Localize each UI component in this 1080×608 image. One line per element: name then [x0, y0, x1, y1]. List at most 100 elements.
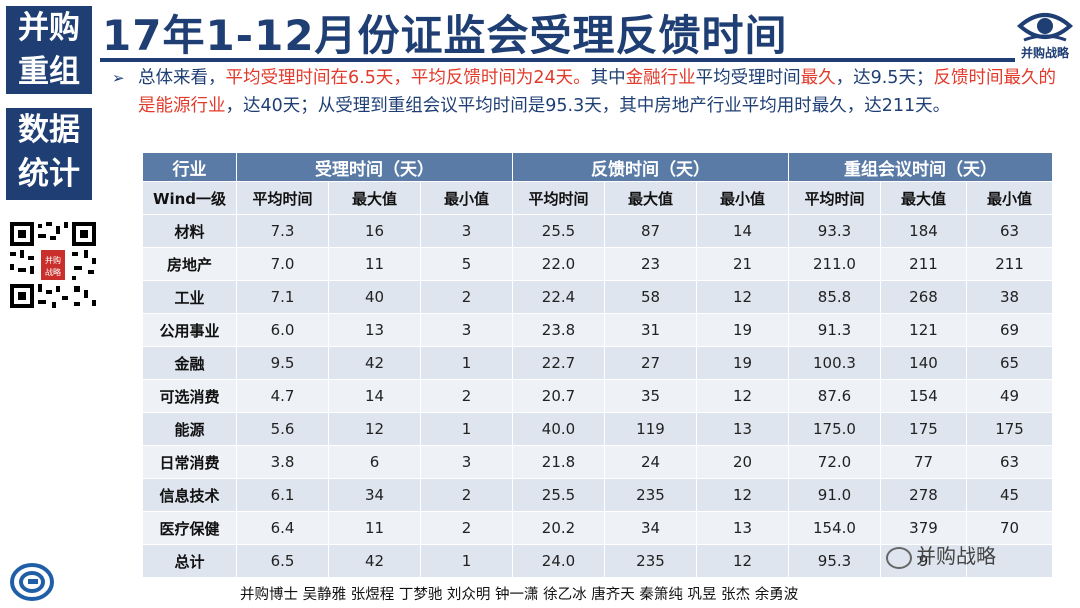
industry-cell: 能源: [142, 412, 237, 446]
value-cell: 20.7: [512, 379, 605, 413]
summary-highlight: 最久: [800, 68, 836, 88]
sidebar-title-line: 并购: [18, 10, 80, 46]
value-cell: 7.0: [236, 247, 329, 281]
value-cell: 2: [420, 511, 513, 545]
value-cell: 21: [696, 247, 789, 281]
qr-code-icon: 并购 战略: [8, 220, 98, 310]
value-cell: 34: [328, 478, 421, 512]
value-cell: 85.8: [788, 280, 881, 314]
value-cell: 93.3: [788, 214, 881, 248]
value-cell: 19: [696, 346, 789, 380]
value-cell: 11: [328, 247, 421, 281]
value-cell: 3: [420, 214, 513, 248]
value-cell: 12: [696, 379, 789, 413]
summary-text: 总体来看，: [138, 68, 226, 88]
table-row: 工业 7.1 40 2 22.4 58 12 85.8 268 38: [142, 280, 1054, 314]
value-cell: 3: [420, 445, 513, 479]
value-cell: 6: [328, 445, 421, 479]
subheader-cell: 最小值: [965, 181, 1054, 215]
sidebar-section-line: 数据: [18, 112, 80, 148]
value-cell: 184: [880, 214, 967, 248]
review-time-table: 行业 受理时间（天） 反馈时间（天） 重组会议时间（天） Wind一级 平均时间…: [142, 152, 1054, 578]
value-cell: 2: [420, 280, 513, 314]
subheader-cell: 最大值: [328, 181, 421, 215]
wechat-watermark: 并购战略: [886, 540, 996, 569]
value-cell: 175: [965, 412, 1054, 446]
industry-cell: 公用事业: [142, 313, 237, 347]
value-cell: 34: [604, 511, 697, 545]
svg-text:并购: 并购: [45, 255, 61, 265]
value-cell: 1: [420, 544, 513, 578]
summary-highlight: 反馈时间最久的是能源行业: [138, 68, 1056, 116]
table-row: 房地产 7.0 11 5 22.0 23 21 211.0 211 211: [142, 247, 1054, 281]
value-cell: 211: [965, 247, 1054, 281]
subheader-cell: 最大值: [604, 181, 697, 215]
value-cell: 58: [604, 280, 697, 314]
value-cell: 268: [880, 280, 967, 314]
subheader-cell: 平均时间: [236, 181, 329, 215]
wechat-icon: [886, 546, 912, 569]
value-cell: 22.0: [512, 247, 605, 281]
sidebar-title-line: 重组: [18, 54, 80, 90]
table-row: 公用事业 6.0 13 3 23.8 31 19 91.3 121 69: [142, 313, 1054, 347]
title-underline: [100, 58, 1015, 62]
value-cell: 2: [420, 379, 513, 413]
value-cell: 14: [696, 214, 789, 248]
summary-highlight: 金融行业: [625, 68, 696, 88]
value-cell: 42: [328, 346, 421, 380]
value-cell: 25.5: [512, 478, 605, 512]
industry-cell: 医疗保健: [142, 511, 237, 545]
industry-cell: 信息技术: [142, 478, 237, 512]
value-cell: 1: [420, 346, 513, 380]
subheader-cell: 最小值: [420, 181, 513, 215]
company-logo-icon: [10, 563, 54, 601]
value-cell: 20: [696, 445, 789, 479]
value-cell: 12: [696, 280, 789, 314]
table-group-header-row: 行业 受理时间（天） 反馈时间（天） 重组会议时间（天）: [142, 152, 1054, 182]
table-row: 医疗保健 6.4 11 2 20.2 34 13 154.0 379 70: [142, 511, 1054, 545]
value-cell: 87: [604, 214, 697, 248]
value-cell: 27: [604, 346, 697, 380]
value-cell: 22.7: [512, 346, 605, 380]
value-cell: 31: [604, 313, 697, 347]
value-cell: 175.0: [788, 412, 881, 446]
value-cell: 6.1: [236, 478, 329, 512]
value-cell: [965, 544, 1054, 578]
value-cell: 13: [328, 313, 421, 347]
value-cell: 23.8: [512, 313, 605, 347]
value-cell: 49: [965, 379, 1054, 413]
value-cell: 175: [880, 412, 967, 446]
value-cell: 23: [604, 247, 697, 281]
table-row: 总计 6.5 42 1 24.0 235 12 95.3 9: [142, 544, 1054, 578]
header-industry: 行业: [142, 152, 237, 182]
table-row: 材料 7.3 16 3 25.5 87 14 93.3 184 63: [142, 214, 1054, 248]
value-cell: 72.0: [788, 445, 881, 479]
value-cell: 7.3: [236, 214, 329, 248]
industry-cell: 可选消费: [142, 379, 237, 413]
value-cell: 121: [880, 313, 967, 347]
value-cell: 211.0: [788, 247, 881, 281]
value-cell: 5.6: [236, 412, 329, 446]
summary-highlight: 平均受理时间在6.5天，平均反馈时间为24天。: [225, 68, 591, 88]
value-cell: 95.3: [788, 544, 881, 578]
value-cell: 24.0: [512, 544, 605, 578]
industry-cell: 金融: [142, 346, 237, 380]
value-cell: 25.5: [512, 214, 605, 248]
value-cell: 65: [965, 346, 1054, 380]
value-cell: 154: [880, 379, 967, 413]
value-cell: 35: [604, 379, 697, 413]
value-cell: 154.0: [788, 511, 881, 545]
subheader-cell: 最大值: [880, 181, 967, 215]
value-cell: 12: [696, 478, 789, 512]
table-row: 信息技术 6.1 34 2 25.5 235 12 91.0 278 45: [142, 478, 1054, 512]
authors-line: 并购博士 吴静雅 张煜程 丁梦驰 刘众明 钟一潇 徐乙冰 唐齐天 秦箫纯 巩昱 …: [240, 587, 799, 603]
value-cell: 22.4: [512, 280, 605, 314]
value-cell: 4.7: [236, 379, 329, 413]
value-cell: 69: [965, 313, 1054, 347]
table-row: 能源 5.6 12 1 40.0 119 13 175.0 175 175: [142, 412, 1054, 446]
value-cell: 7.1: [236, 280, 329, 314]
summary-text: ，达9.5天；: [835, 68, 934, 88]
value-cell: 20.2: [512, 511, 605, 545]
summary-paragraph: ➢ 总体来看，平均受理时间在6.5天，平均反馈时间为24天。其中金融行业平均受理…: [112, 64, 1068, 120]
page-title: 17年1-12月份证监会受理反馈时间: [102, 11, 788, 60]
